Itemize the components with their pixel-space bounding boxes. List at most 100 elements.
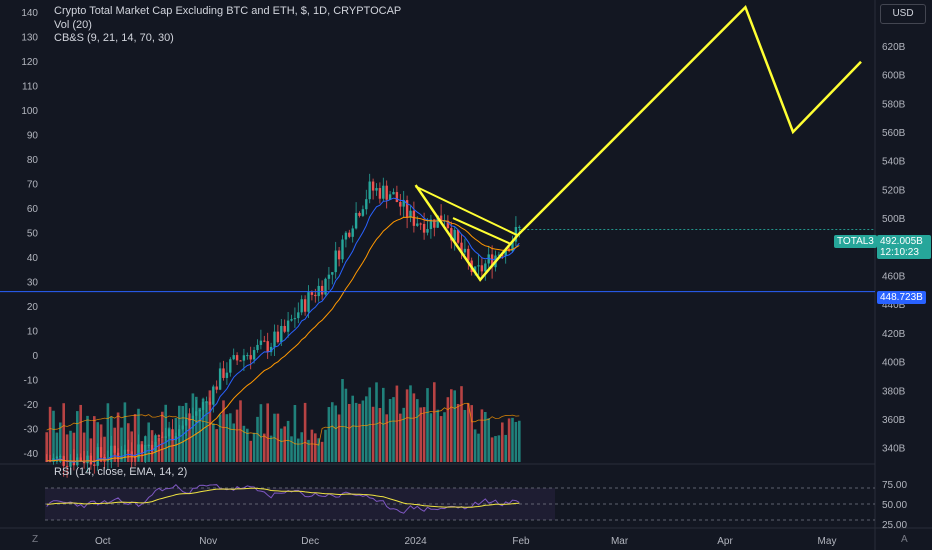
candle-body <box>256 344 259 351</box>
candle-body <box>429 219 433 230</box>
candle-body <box>303 299 307 312</box>
volume-bar <box>402 407 405 462</box>
rsi-axis-label: 25.00 <box>882 520 907 531</box>
price-axis-label: 360B <box>882 415 906 426</box>
volume-bar <box>473 429 477 462</box>
candle-body <box>327 274 331 279</box>
left-axis-label: 30 <box>27 278 39 289</box>
left-axis-label: 20 <box>27 302 39 313</box>
volume-bar <box>310 429 314 462</box>
candle-body <box>283 325 286 332</box>
candle-body <box>433 219 436 228</box>
candle-body <box>358 212 361 216</box>
volume-bar <box>433 382 436 462</box>
candle-body <box>480 265 484 272</box>
left-axis-label: 120 <box>21 57 38 68</box>
volume-bar <box>501 422 504 462</box>
candle-body <box>348 232 351 237</box>
candle-body <box>157 435 161 437</box>
time-axis-label: Nov <box>199 536 217 547</box>
left-axis-label: 90 <box>27 131 39 142</box>
candle-body <box>317 285 320 297</box>
volume-bar <box>463 409 467 462</box>
candle-body <box>392 192 395 195</box>
volume-bar <box>259 404 263 462</box>
candle-body <box>412 210 416 226</box>
volume-bar <box>72 432 76 462</box>
left-axis-label: 0 <box>32 351 38 362</box>
volume-bar <box>514 421 518 462</box>
volume-bar <box>303 402 307 462</box>
candle-body <box>446 220 450 229</box>
volume-bar <box>327 407 331 462</box>
candle-body <box>225 372 229 378</box>
volume-bar <box>116 412 120 462</box>
candle-body <box>402 200 405 207</box>
volume-bar <box>460 386 463 462</box>
volume-bar <box>120 427 123 462</box>
rsi-axis-label: 50.00 <box>882 500 907 511</box>
volume-bar <box>167 427 171 462</box>
volume-bar <box>494 436 497 462</box>
auto-scale-toggle[interactable]: A <box>901 534 908 545</box>
volume-bar <box>127 423 130 462</box>
candle-body <box>395 192 399 203</box>
candle-body <box>320 285 324 295</box>
drawn-trendline[interactable] <box>415 185 519 237</box>
rsi-axis-label: 75.00 <box>882 480 907 491</box>
volume-bar <box>150 430 154 462</box>
volume-bar <box>283 426 286 462</box>
volume-bar <box>484 411 487 462</box>
volume-bar <box>388 398 392 462</box>
volume-bar <box>218 414 222 462</box>
candle-body <box>453 229 456 241</box>
time-axis-label: Apr <box>717 536 733 547</box>
volume-bar <box>79 404 82 462</box>
volume-bar <box>178 405 181 462</box>
candle-body <box>419 223 422 225</box>
timezone-toggle[interactable]: Z <box>32 534 39 545</box>
candle-body <box>351 228 354 237</box>
candle-body <box>416 223 419 226</box>
candle-body <box>382 185 385 199</box>
volume-bar <box>412 393 416 462</box>
candle-body <box>215 386 218 390</box>
volume-bar <box>82 432 86 462</box>
volume-bar <box>297 438 300 462</box>
volume-bar <box>157 437 161 462</box>
drawn-projection-path[interactable] <box>414 4 862 282</box>
chart-legend: Crypto Total Market Cap Excluding BTC an… <box>54 5 401 46</box>
candle-body <box>286 320 290 332</box>
price-axis-label: 420B <box>882 329 906 340</box>
price-axis-label: 380B <box>882 386 906 397</box>
candle-body <box>337 250 341 260</box>
candle-body <box>72 460 76 466</box>
candle-body <box>409 210 412 218</box>
candle-body <box>314 294 317 297</box>
chart-title: Crypto Total Market Cap Excluding BTC an… <box>54 5 402 17</box>
price-axis-label: 520B <box>882 185 906 196</box>
volume-bar <box>365 396 368 462</box>
volume-bar <box>62 403 65 462</box>
level-price-tag: 448.723B <box>877 291 926 304</box>
volume-bar <box>205 401 208 462</box>
candle-body <box>385 185 388 200</box>
volume-bar <box>191 393 195 462</box>
volume-bar <box>504 434 507 462</box>
volume-bar <box>324 429 327 462</box>
volume-bar <box>436 409 439 462</box>
price-axis-label: 580B <box>882 99 906 110</box>
candle-body <box>375 188 378 191</box>
volume-bar <box>290 436 293 462</box>
volume-bar <box>184 402 188 462</box>
volume-bar <box>48 406 52 462</box>
volume-bar <box>419 407 422 462</box>
left-axis-label: 40 <box>27 253 39 264</box>
volume-bar <box>208 390 212 462</box>
currency-button[interactable]: USD <box>880 4 926 24</box>
volume-bar <box>69 430 72 462</box>
drawn-trendline[interactable] <box>452 217 512 245</box>
price-axis-label: 540B <box>882 157 906 168</box>
volume-bar <box>361 400 365 462</box>
